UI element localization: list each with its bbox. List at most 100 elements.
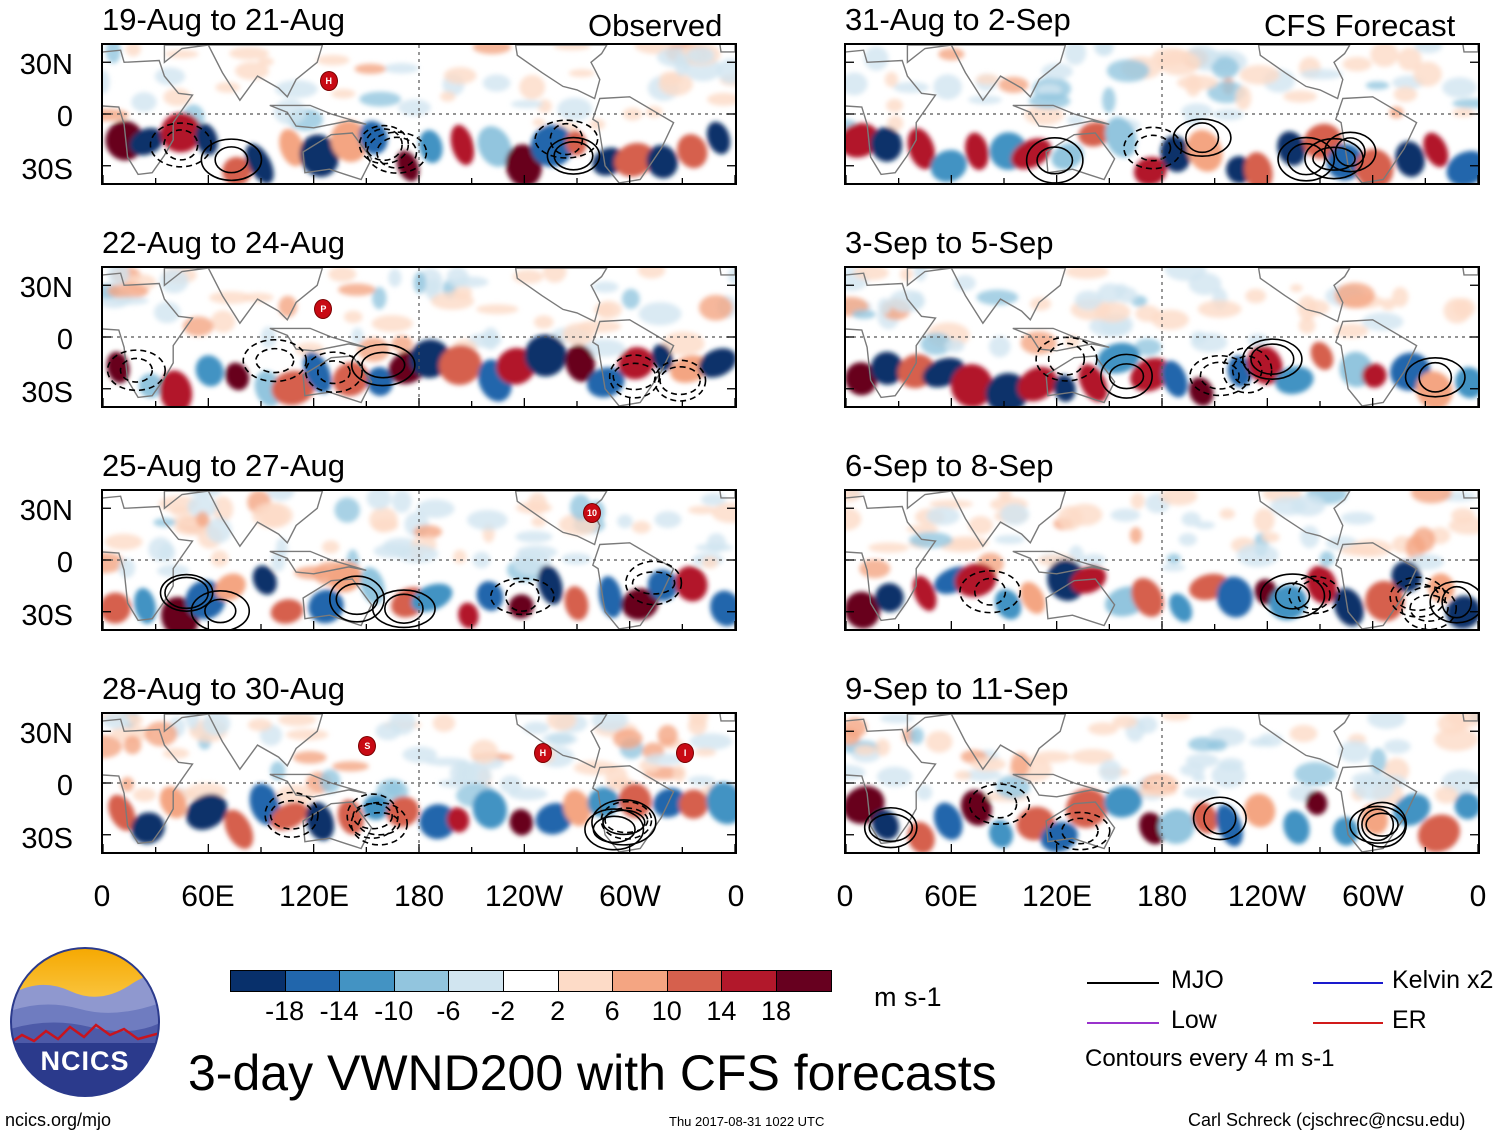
wind-anomaly-blob (1407, 553, 1445, 570)
wind-anomaly-blob (1417, 814, 1461, 852)
wind-anomaly-blob (515, 530, 553, 543)
wind-anomaly-blob (654, 511, 682, 529)
panel-title-3: 25-Aug to 27-Aug (102, 448, 346, 483)
wind-anomaly-blob (1353, 776, 1395, 801)
wind-anomaly-blob (103, 734, 123, 759)
mjo-contour (159, 573, 214, 612)
colorbar-swatch (503, 970, 559, 992)
colorbar-swatch (721, 970, 777, 992)
mjo-contour (364, 128, 403, 162)
wind-anomaly-blob (1410, 491, 1452, 504)
wind-anomaly-blob (410, 583, 453, 612)
wind-anomaly-blob (701, 493, 727, 506)
wind-anomaly-blob (1305, 299, 1330, 316)
wind-anomaly-blob (1029, 297, 1052, 311)
wind-anomaly-blob (1194, 521, 1216, 530)
coastline (719, 268, 735, 276)
wind-anomaly-blob (985, 373, 1029, 406)
wind-anomaly-blob (354, 63, 387, 74)
coastline (302, 355, 373, 404)
wind-anomaly-blob (706, 533, 727, 553)
wind-anomaly-blob (925, 730, 953, 753)
wind-anomaly-blob (1105, 117, 1137, 158)
wind-anomaly-blob (1179, 763, 1206, 777)
wind-anomaly-blob (170, 506, 193, 517)
wind-anomaly-blob (877, 298, 892, 315)
mjo-contour (1185, 122, 1220, 154)
wind-anomaly-blob (568, 69, 595, 78)
wind-anomaly-blob (1452, 98, 1478, 109)
mjo-contour (612, 362, 657, 391)
wind-anomaly-blob (876, 766, 913, 787)
wind-anomaly-blob (1290, 494, 1326, 517)
wind-anomaly-blob (1333, 817, 1359, 846)
coastline (1462, 268, 1478, 276)
wind-anomaly-blob (528, 492, 548, 515)
wind-anomaly-blob (965, 132, 989, 171)
mjo-contour (1429, 580, 1478, 624)
wind-anomaly-blob (134, 587, 156, 624)
colorbar-tick-label: -14 (319, 996, 359, 1026)
wind-anomaly-blob (1446, 595, 1478, 629)
wind-anomaly-blob (107, 268, 130, 286)
mjo-contour (384, 593, 424, 624)
mjo-contour (624, 560, 683, 606)
coastline (269, 550, 367, 575)
mjo-contour (1036, 146, 1074, 175)
coastline (1012, 327, 1110, 352)
wind-anomaly-blob (453, 549, 467, 564)
wind-anomaly-blob (1188, 272, 1222, 296)
mjo-contour (1277, 136, 1336, 182)
wind-anomaly-blob (1434, 727, 1478, 752)
wind-anomaly-blob (1161, 360, 1188, 398)
mjo-contour (1312, 146, 1356, 171)
x-label: 120W (1227, 880, 1307, 913)
wind-anomaly-blob (456, 760, 472, 780)
mjo-contour (591, 799, 657, 846)
mjo-contour (1047, 342, 1086, 376)
wind-anomaly-blob (1299, 525, 1320, 549)
mjo-contour (361, 351, 406, 379)
wind-anomaly-blob (159, 370, 193, 406)
wind-anomaly-blob (994, 589, 1022, 620)
wind-anomaly-blob (1361, 363, 1387, 388)
wind-anomaly-blob (1333, 588, 1364, 627)
wind-anomaly-blob (396, 150, 420, 182)
mjo-contour (1361, 808, 1395, 842)
wind-anomaly-blob (1188, 377, 1214, 406)
map-field (846, 714, 1478, 852)
wind-anomaly-blob (659, 71, 683, 86)
wind-anomaly-blob (564, 586, 589, 621)
map-panel (101, 266, 737, 408)
wind-anomaly-blob (1023, 105, 1064, 126)
wind-anomaly-blob (968, 516, 993, 535)
panel-title-5: 31-Aug to 2-Sep (845, 2, 1071, 37)
coastline (302, 132, 373, 181)
wind-anomaly-blob (331, 88, 356, 99)
wind-anomaly-blob (252, 565, 277, 595)
wind-anomaly-blob (260, 326, 277, 349)
legend-mjo: MJO (1171, 966, 1224, 994)
wind-anomaly-blob (446, 807, 470, 833)
wind-anomaly-blob (1361, 803, 1389, 835)
wind-anomaly-blob (1342, 56, 1372, 72)
wind-anomaly-blob (638, 302, 682, 326)
footer-url[interactable]: ncics.org/mjo (5, 1110, 112, 1130)
wind-anomaly-blob (1397, 47, 1422, 71)
wind-anomaly-blob (565, 344, 596, 382)
wind-anomaly-blob (242, 292, 274, 303)
colorbar-swatch (230, 970, 286, 992)
mjo-contour (489, 577, 555, 616)
wind-anomaly-blob (1134, 788, 1178, 797)
mjo-contour (659, 365, 701, 396)
wind-anomaly-blob (267, 491, 295, 501)
wind-anomaly-blob (846, 507, 862, 531)
wind-anomaly-blob (1097, 342, 1140, 374)
panel-title-4: 28-Aug to 30-Aug (102, 671, 346, 706)
wind-anomaly-blob (1391, 287, 1409, 308)
wind-anomaly-blob (446, 268, 469, 288)
wind-anomaly-blob (278, 714, 317, 727)
wind-anomaly-blob (1065, 788, 1108, 828)
coastline (1257, 45, 1351, 100)
wind-anomaly-blob (1161, 714, 1191, 722)
